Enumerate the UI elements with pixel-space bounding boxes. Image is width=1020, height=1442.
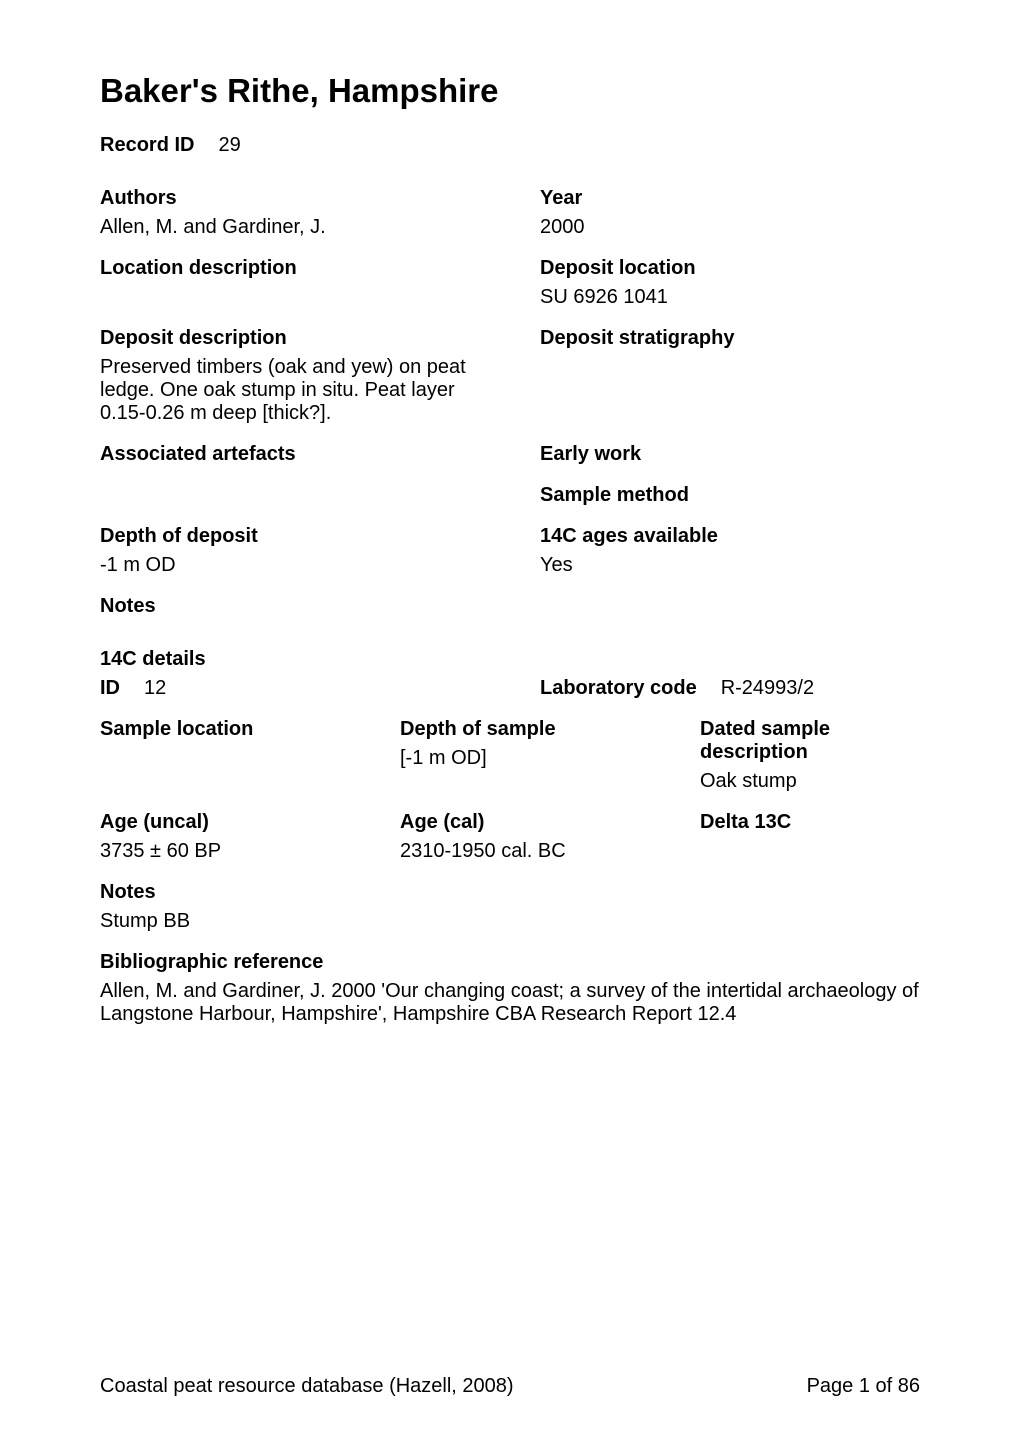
c14-details-section-label: 14C details: [100, 648, 920, 671]
depth-of-deposit-label: Depth of deposit: [100, 525, 500, 548]
dated-sample-description-value: Oak stump: [700, 770, 920, 793]
c14-id-value: 12: [144, 677, 166, 700]
delta-13c-label: Delta 13C: [700, 811, 920, 834]
depth-ages-row: Depth of deposit -1 m OD 14C ages availa…: [100, 525, 920, 583]
record-id-row: Record ID 29: [100, 134, 920, 163]
deposit-stratigraphy-label: Deposit stratigraphy: [540, 327, 920, 350]
sample-depth-dated-row: Sample location Depth of sample [-1 m OD…: [100, 718, 920, 799]
year-label: Year: [540, 187, 920, 210]
depth-of-deposit-value: -1 m OD: [100, 554, 500, 577]
laboratory-code-value: R-24993/2: [721, 677, 814, 700]
artefacts-earlywork-row: Associated artefacts Early work: [100, 443, 920, 472]
notes-bottom-label: Notes: [100, 881, 920, 904]
age-cal-value: 2310-1950 cal. BC: [400, 840, 680, 863]
age-uncal-label: Age (uncal): [100, 811, 380, 834]
authors-year-row: Authors Allen, M. and Gardiner, J. Year …: [100, 187, 920, 245]
deposit-location-label: Deposit location: [540, 257, 920, 280]
notes-top-label: Notes: [100, 595, 920, 618]
deposit-description-value: Preserved timbers (oak and yew) on peat …: [100, 356, 500, 425]
sample-method-label: Sample method: [540, 484, 920, 507]
c14-ages-available-value: Yes: [540, 554, 920, 577]
age-uncal-value: 3735 ± 60 BP: [100, 840, 380, 863]
dated-sample-description-label: Dated sample description: [700, 718, 920, 764]
age-cal-label: Age (cal): [400, 811, 680, 834]
deposit-location-value: SU 6926 1041: [540, 286, 920, 309]
laboratory-code-label: Laboratory code: [540, 677, 697, 700]
authors-value: Allen, M. and Gardiner, J.: [100, 216, 500, 239]
deposit-description-stratigraphy-row: Deposit description Preserved timbers (o…: [100, 327, 920, 431]
sample-method-row: Sample method: [100, 484, 920, 513]
page-title: Baker's Rithe, Hampshire: [100, 72, 920, 110]
c14-id-label: ID: [100, 677, 120, 700]
record-id-value: 29: [218, 134, 240, 157]
footer-left: Coastal peat resource database (Hazell, …: [100, 1375, 514, 1398]
location-deposit-row: Location description Deposit location SU…: [100, 257, 920, 315]
authors-label: Authors: [100, 187, 500, 210]
depth-of-sample-value: [-1 m OD]: [400, 747, 680, 770]
page: Baker's Rithe, Hampshire Record ID 29 Au…: [0, 0, 1020, 1442]
c14-id-labcode-row: ID 12 Laboratory code R-24993/2: [100, 677, 920, 706]
sample-location-label: Sample location: [100, 718, 380, 741]
deposit-description-label: Deposit description: [100, 327, 500, 350]
location-description-label: Location description: [100, 257, 500, 280]
page-footer: Coastal peat resource database (Hazell, …: [100, 1375, 920, 1398]
notes-bottom-value: Stump BB: [100, 910, 920, 933]
bibliographic-reference-value: Allen, M. and Gardiner, J. 2000 'Our cha…: [100, 980, 920, 1026]
bibliographic-reference-label: Bibliographic reference: [100, 951, 920, 974]
c14-ages-available-label: 14C ages available: [540, 525, 920, 548]
age-row: Age (uncal) 3735 ± 60 BP Age (cal) 2310-…: [100, 811, 920, 869]
year-value: 2000: [540, 216, 920, 239]
footer-right: Page 1 of 86: [807, 1375, 920, 1398]
early-work-label: Early work: [540, 443, 920, 466]
record-id-label: Record ID: [100, 134, 194, 157]
depth-of-sample-label: Depth of sample: [400, 718, 680, 741]
associated-artefacts-label: Associated artefacts: [100, 443, 500, 466]
